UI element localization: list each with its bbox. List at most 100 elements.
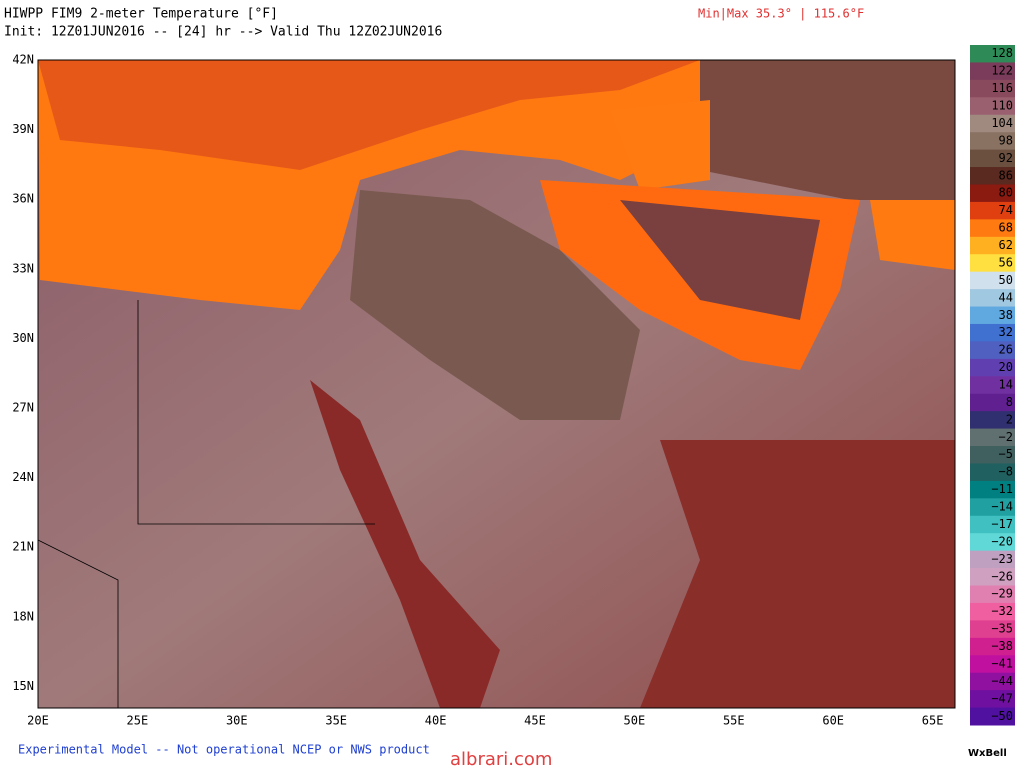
lon-label: 65E xyxy=(922,714,944,728)
colorbar-label: 26 xyxy=(999,343,1013,357)
colorbar-swatch xyxy=(970,79,1015,98)
colorbar-swatch xyxy=(970,376,1015,395)
lon-label: 55E xyxy=(723,714,745,728)
colorbar-swatch xyxy=(970,707,1015,726)
colorbar-label: −44 xyxy=(991,674,1013,688)
lon-label: 30E xyxy=(226,714,248,728)
colorbar-label: 14 xyxy=(999,378,1013,392)
colorbar-label: −50 xyxy=(991,709,1013,723)
iran-plateau xyxy=(620,200,820,320)
colorbar-label: −47 xyxy=(991,691,1013,705)
border xyxy=(137,300,375,525)
colorbar-label: −11 xyxy=(991,482,1013,496)
lat-labels: 42N 39N 36N 33N 30N 27N 24N 21N 18N 15N xyxy=(12,53,34,693)
colorbar-swatch xyxy=(970,690,1015,709)
lat-label: 24N xyxy=(12,470,34,484)
colorbar-label: 20 xyxy=(999,360,1013,374)
caspian-region xyxy=(700,60,955,200)
colorbar-swatch xyxy=(970,254,1015,273)
afghan-highlands xyxy=(870,200,955,270)
colorbar-label: 62 xyxy=(999,238,1013,252)
lat-label: 33N xyxy=(12,261,34,275)
colorbar-swatch xyxy=(970,114,1015,133)
lat-label: 42N xyxy=(12,53,34,67)
colorbar-swatch xyxy=(970,201,1015,220)
colorbar-label: 98 xyxy=(999,133,1013,147)
colorbar-swatch xyxy=(970,97,1015,116)
colorbar-swatch xyxy=(970,533,1015,552)
colorbar-label: −35 xyxy=(991,622,1013,636)
colorbar-label: −26 xyxy=(991,569,1013,583)
map-border xyxy=(37,59,956,709)
colorbar-swatch xyxy=(970,167,1015,185)
colorbar-label: −20 xyxy=(991,534,1013,548)
caspian-sea xyxy=(610,100,710,190)
colorbar-swatch xyxy=(970,219,1015,238)
colorbar-swatch xyxy=(970,463,1015,482)
colorbar-swatch xyxy=(970,45,1015,63)
watermark: albrari.com xyxy=(450,749,552,768)
colorbar-label: −8 xyxy=(999,465,1013,479)
colorbar-label: 68 xyxy=(999,221,1013,235)
colorbar-label: 116 xyxy=(991,81,1013,95)
lon-label: 40E xyxy=(425,714,447,728)
lat-label: 15N xyxy=(12,679,34,693)
colorbar-label: 50 xyxy=(999,273,1013,287)
red-sea xyxy=(310,380,500,708)
colorbar-label: 74 xyxy=(999,203,1013,217)
lon-label: 50E xyxy=(624,714,646,728)
border xyxy=(37,539,119,708)
title: HIWPP FIM9 2-meter Temperature [°F] xyxy=(4,7,278,22)
colorbar-label: 122 xyxy=(991,64,1013,78)
colorbar-label: 104 xyxy=(991,116,1013,130)
colorbar-label: −2 xyxy=(999,430,1013,444)
lat-label: 18N xyxy=(12,609,34,623)
colorbar-swatch xyxy=(970,655,1015,674)
colorbar-label: −41 xyxy=(991,656,1013,670)
brand: WxBell xyxy=(968,748,1007,759)
colorbar-swatch xyxy=(970,446,1015,464)
map xyxy=(37,59,956,709)
arabian-sea xyxy=(640,440,955,708)
colorbar-swatch xyxy=(970,602,1015,621)
colorbar-swatch xyxy=(970,637,1015,656)
colorbar-swatch xyxy=(970,132,1015,151)
colorbar-label: −5 xyxy=(999,447,1013,461)
colorbar-label: −17 xyxy=(991,517,1013,531)
colorbar-label: 44 xyxy=(999,290,1013,304)
colorbar-swatch xyxy=(970,498,1015,517)
colorbar-swatch xyxy=(970,620,1015,639)
min-max: Min|Max 35.3° | 115.6°F xyxy=(698,7,864,21)
colorbar-swatch xyxy=(970,550,1015,569)
colorbar-swatch xyxy=(970,515,1015,534)
colorbar-swatch xyxy=(970,323,1015,342)
colorbar-label: 2 xyxy=(1006,412,1013,426)
colorbar-label: −38 xyxy=(991,639,1013,653)
colorbar-label: 80 xyxy=(999,186,1013,200)
colorbar-swatch xyxy=(970,672,1015,691)
colorbar-swatch xyxy=(970,585,1015,604)
lon-labels: 20E 25E 30E 35E 40E 45E 50E 55E 60E 65E xyxy=(27,714,943,728)
colorbar-label: 110 xyxy=(991,99,1013,113)
lon-label: 25E xyxy=(127,714,149,728)
lat-label: 39N xyxy=(12,122,34,136)
turkey-highlands xyxy=(38,60,700,170)
colorbar-swatch xyxy=(970,480,1015,499)
colorbar-swatch xyxy=(970,306,1015,325)
subtitle: Init: 12Z01JUN2016 -- [24] hr --> Valid … xyxy=(4,25,442,40)
colorbar-label: 86 xyxy=(999,168,1013,182)
colorbar-swatch xyxy=(970,236,1015,255)
colorbar-swatch xyxy=(970,149,1015,168)
colorbar-label: −14 xyxy=(991,500,1013,514)
colorbar-swatch xyxy=(970,341,1015,360)
colorbar-label: 56 xyxy=(999,255,1013,269)
lon-label: 35E xyxy=(325,714,347,728)
lat-label: 27N xyxy=(12,401,34,415)
colorbar: 128 122 116 110 104 98 92 86 80 74 68 62 56 50 44 38 32 2… xyxy=(970,45,1015,726)
colorbar-label: 8 xyxy=(1006,395,1013,409)
colorbar-swatch xyxy=(970,289,1015,308)
colorbar-label: −32 xyxy=(991,604,1013,618)
colorbar-swatch xyxy=(970,184,1015,203)
colorbar-swatch xyxy=(970,568,1015,587)
